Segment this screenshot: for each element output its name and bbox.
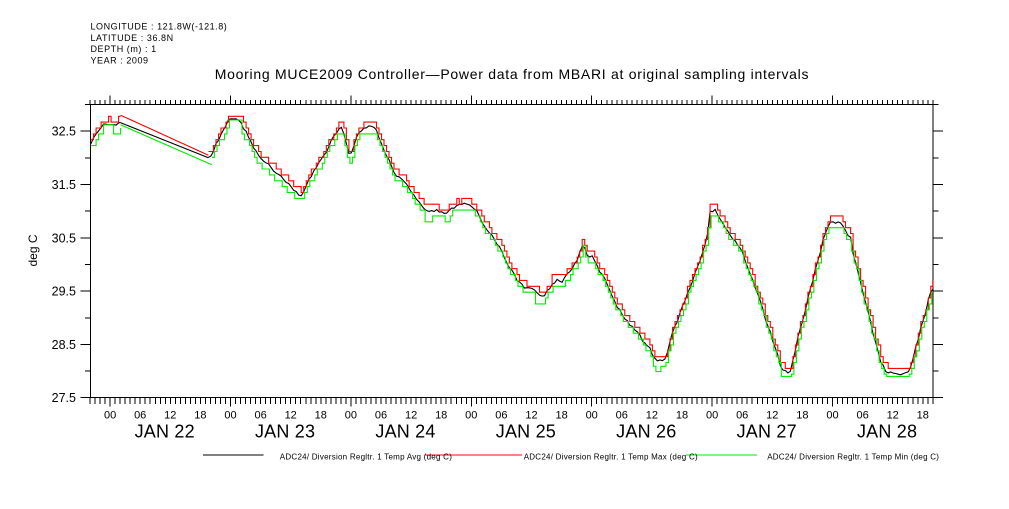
svg-text:00: 00 xyxy=(586,410,598,422)
svg-text:31.5: 31.5 xyxy=(52,178,76,192)
svg-text:18: 18 xyxy=(917,410,929,422)
svg-text:12: 12 xyxy=(525,410,537,422)
svg-text:JAN 25: JAN 25 xyxy=(496,422,556,442)
svg-text:JAN 27: JAN 27 xyxy=(737,422,797,442)
svg-text:00: 00 xyxy=(345,410,357,422)
svg-text:JAN 28: JAN 28 xyxy=(857,422,917,442)
svg-text:00: 00 xyxy=(104,410,116,422)
svg-text:06: 06 xyxy=(616,410,628,422)
svg-text:12: 12 xyxy=(646,410,658,422)
svg-text:DEPTH (m) : 1: DEPTH (m) : 1 xyxy=(91,44,157,54)
svg-text:06: 06 xyxy=(736,410,748,422)
svg-text:00: 00 xyxy=(224,410,236,422)
svg-text:JAN 24: JAN 24 xyxy=(375,422,435,442)
svg-text:12: 12 xyxy=(164,410,176,422)
svg-text:18: 18 xyxy=(435,410,447,422)
svg-text:28.5: 28.5 xyxy=(52,338,76,352)
svg-text:18: 18 xyxy=(796,410,808,422)
svg-text:00: 00 xyxy=(465,410,477,422)
svg-text:12: 12 xyxy=(766,410,778,422)
svg-text:06: 06 xyxy=(495,410,507,422)
svg-text:06: 06 xyxy=(254,410,266,422)
svg-text:00: 00 xyxy=(706,410,718,422)
svg-text:JAN 26: JAN 26 xyxy=(616,422,676,442)
svg-text:deg C: deg C xyxy=(26,234,40,266)
svg-text:06: 06 xyxy=(375,410,387,422)
svg-text:27.5: 27.5 xyxy=(52,391,76,405)
svg-text:ADC24/ Diversion Regltr. 1 Tem: ADC24/ Diversion Regltr. 1 Temp Min (deg… xyxy=(767,452,939,461)
svg-text:Mooring MUCE2009 Controller—Po: Mooring MUCE2009 Controller—Power data f… xyxy=(215,66,809,82)
svg-text:29.5: 29.5 xyxy=(52,285,76,299)
svg-text:ADC24/ Diversion Regltr. 1 Tem: ADC24/ Diversion Regltr. 1 Temp Avg (deg… xyxy=(280,452,452,461)
svg-text:ADC24/ Diversion Regltr. 1 Tem: ADC24/ Diversion Regltr. 1 Temp Max (deg… xyxy=(524,452,698,461)
svg-text:06: 06 xyxy=(134,410,146,422)
svg-text:JAN 23: JAN 23 xyxy=(255,422,315,442)
svg-text:LONGITUDE : 121.8W(-121.8): LONGITUDE : 121.8W(-121.8) xyxy=(91,22,228,32)
svg-text:18: 18 xyxy=(555,410,567,422)
svg-text:06: 06 xyxy=(856,410,868,422)
svg-text:LATITUDE : 36.8N: LATITUDE : 36.8N xyxy=(91,33,174,43)
svg-text:18: 18 xyxy=(676,410,688,422)
svg-text:30.5: 30.5 xyxy=(52,231,76,245)
svg-text:32.5: 32.5 xyxy=(52,125,76,139)
svg-text:12: 12 xyxy=(405,410,417,422)
svg-text:18: 18 xyxy=(194,410,206,422)
svg-text:00: 00 xyxy=(826,410,838,422)
svg-text:12: 12 xyxy=(285,410,297,422)
svg-text:12: 12 xyxy=(887,410,899,422)
svg-text:18: 18 xyxy=(315,410,327,422)
svg-text:JAN 22: JAN 22 xyxy=(135,422,195,442)
svg-text:YEAR : 2009: YEAR : 2009 xyxy=(91,55,149,65)
